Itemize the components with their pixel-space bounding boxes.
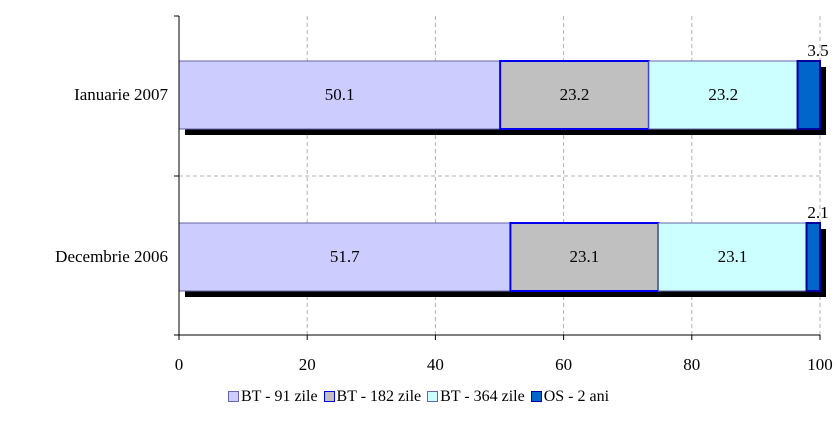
data-label: 3.5 [807,41,828,60]
legend-label: BT - 182 zile [336,388,422,405]
legend-swatch [530,391,542,402]
category-label: Ianuarie 2007 [74,85,168,104]
x-tick-label: 60 [555,355,572,374]
category-label: Decembrie 2006 [55,247,168,266]
x-tick-label: 100 [807,355,833,374]
x-tick-label: 20 [299,355,316,374]
data-label: 50.1 [325,85,355,104]
bar-segment [499,60,650,130]
data-label: 23.1 [570,247,600,266]
labels: 50.1 23.2 23.2 3.5 Ianuarie 2007 51.7 23.1 23.1… [55,41,833,374]
data-label: 2.1 [807,203,828,222]
bars [178,60,822,292]
legend-item: BT - 364 zile [427,388,525,406]
legend-label: OS - 2 ani [543,388,610,405]
legend: BT - 91 zile BT - 182 zile BT - 364 zile OS… [0,388,837,406]
bar-segment [648,60,799,130]
data-label: 23.1 [718,247,748,266]
bar-segment [178,222,511,292]
bar-segment [657,222,808,292]
data-label: 23.2 [560,85,590,104]
gridlines [179,16,821,335]
legend-swatch [323,391,335,402]
legend-item: OS - 2 ani [530,388,610,406]
bar-segment [805,222,822,292]
x-tick-label: 40 [427,355,444,374]
legend-item: BT - 91 zile [227,388,318,406]
legend-label: BT - 364 zile [440,388,525,405]
x-tick-label: 0 [175,355,184,374]
legend-label: BT - 91 zile [240,388,318,405]
data-label: 23.2 [708,85,738,104]
x-tick-label: 80 [683,355,700,374]
bar-segment [796,60,822,130]
axes [174,15,821,340]
legend-swatch [227,391,239,402]
legend-item: BT - 182 zile [323,388,422,406]
data-label: 51.7 [330,247,360,266]
legend-swatch [427,391,439,402]
